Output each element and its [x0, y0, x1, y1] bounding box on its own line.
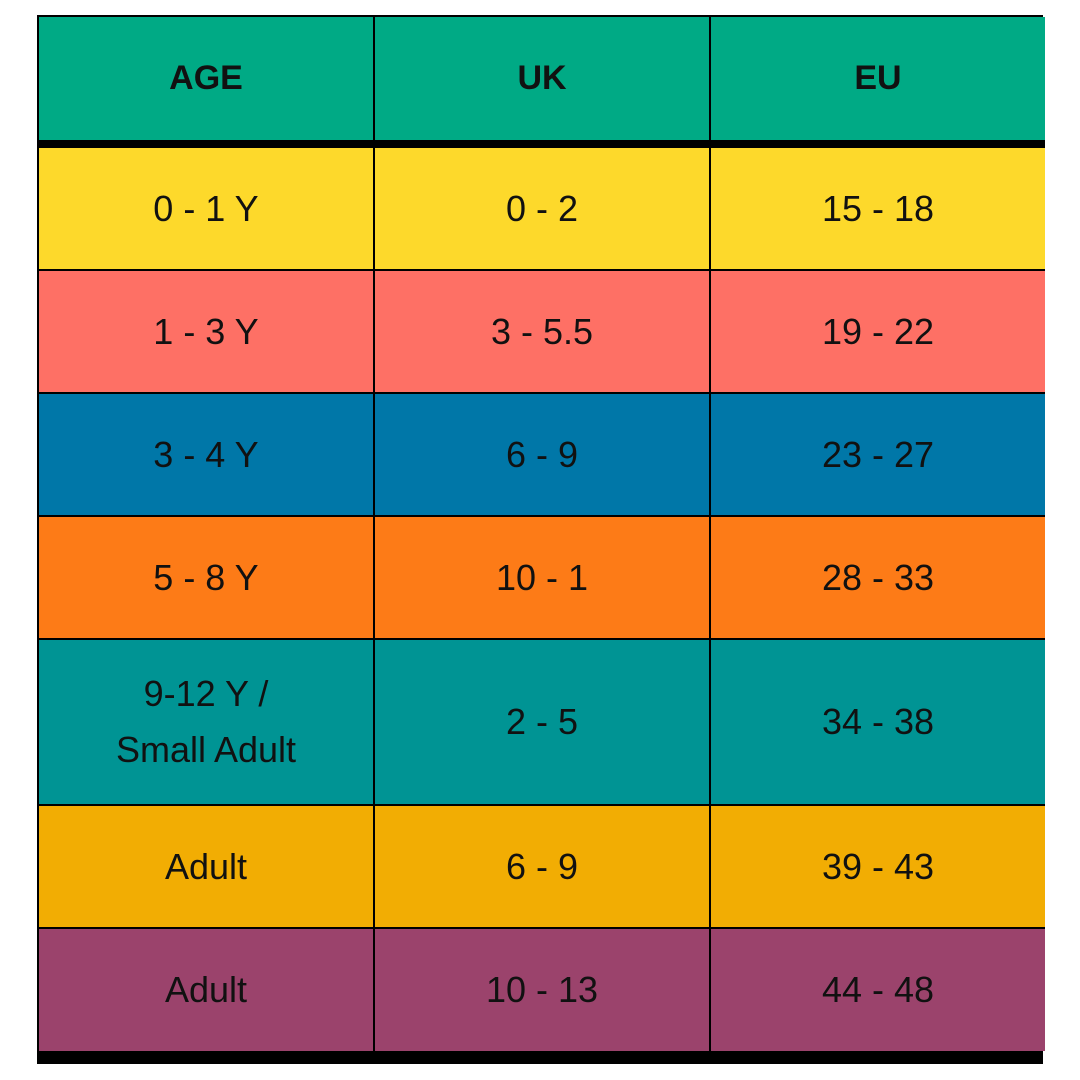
table-cell: 19 - 22 [711, 271, 1045, 394]
table-cell: 5 - 8 Y [39, 517, 373, 640]
header-cell: AGE [39, 17, 373, 140]
table-cell: 34 - 38 [711, 640, 1045, 806]
table-cell: 2 - 5 [375, 640, 709, 806]
header-cell: UK [375, 17, 709, 140]
header-divider [39, 140, 1045, 148]
table-cell: 1 - 3 Y [39, 271, 373, 394]
table-cell: 10 - 1 [375, 517, 709, 640]
table-cell: 0 - 1 Y [39, 148, 373, 271]
table-cell: 0 - 2 [375, 148, 709, 271]
table-cell: 10 - 13 [375, 929, 709, 1051]
table-cell: 44 - 48 [711, 929, 1045, 1051]
header-cell: EU [711, 17, 1045, 140]
table-cell: 28 - 33 [711, 517, 1045, 640]
table-cell: 3 - 4 Y [39, 394, 373, 517]
table-cell: Adult [39, 806, 373, 929]
table-cell: 6 - 9 [375, 394, 709, 517]
table-cell: Adult [39, 929, 373, 1051]
table-cell: 15 - 18 [711, 148, 1045, 271]
table-cell: 23 - 27 [711, 394, 1045, 517]
table-cell: 3 - 5.5 [375, 271, 709, 394]
table-cell: 9-12 Y / Small Adult [39, 640, 373, 806]
table-cell: 6 - 9 [375, 806, 709, 929]
table-cell: 39 - 43 [711, 806, 1045, 929]
